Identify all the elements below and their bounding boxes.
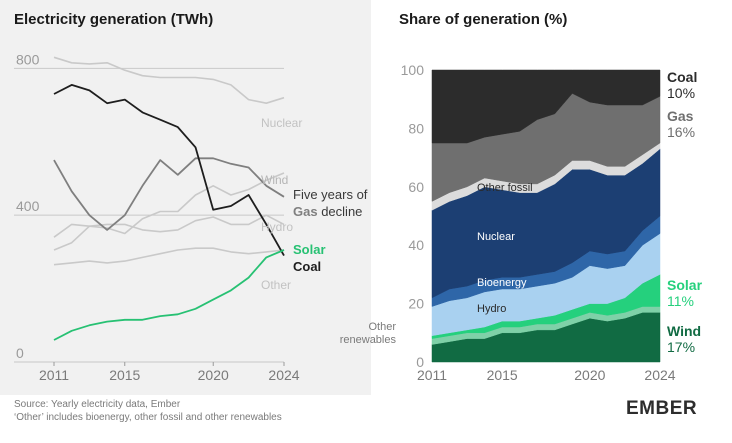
share-y-tick-label: 80 — [408, 120, 424, 136]
coal-share-value: 10% — [667, 85, 695, 101]
ember-logo: EMBER — [626, 398, 697, 420]
hydro-label: Hydro — [261, 220, 293, 234]
coal-share-name: Coal — [667, 69, 697, 85]
x-tick-label: 2020 — [198, 367, 229, 383]
gas-label-bold: Gas — [293, 204, 318, 219]
source-note: Source: Yearly electricity data, Ember — [14, 399, 181, 410]
x-tick-label: 2011 — [39, 367, 69, 383]
share-y-tick-label: 0 — [416, 354, 424, 370]
share-y-tick-label: 20 — [408, 296, 424, 312]
other-definition-note: ‘Other’ includes bioenergy, other fossil… — [14, 412, 282, 423]
line-chart-series — [53, 56, 285, 341]
area-chart-x-ticks: 2011 2015 2020 2024 — [417, 367, 676, 383]
line-chart-gridlines — [14, 67, 284, 363]
wind-label: Wind — [261, 173, 288, 187]
series-line-coal — [53, 84, 285, 257]
gas-label-rest: decline — [321, 204, 362, 219]
line-chart-panel: Electricity generation (TWh) 0 400 800 201… — [0, 0, 371, 395]
series-line-gas — [53, 157, 285, 231]
line-chart-y-ticks: 0 400 800 — [16, 51, 40, 361]
share-y-tick-label: 40 — [408, 237, 424, 253]
area-chart-layers — [431, 69, 661, 363]
area-chart-title: Share of generation (%) — [399, 11, 567, 28]
other-renewables-label-line1: Other — [368, 321, 396, 333]
series-line-solar — [53, 249, 285, 341]
share-x-tick-label: 2015 — [487, 367, 518, 383]
share-y-tick-label: 60 — [408, 179, 424, 195]
share-x-tick-label: 2011 — [417, 367, 447, 383]
y-tick-label: 400 — [16, 198, 40, 214]
share-x-tick-label: 2024 — [644, 367, 675, 383]
other-label: Other — [261, 278, 291, 292]
other-renewables-label-line2: renewables — [340, 334, 397, 346]
bioenergy-area-label: Bioenergy — [477, 277, 527, 289]
gas-share-value: 16% — [667, 124, 695, 140]
x-tick-label: 2015 — [109, 367, 140, 383]
wind-share-value: 17% — [667, 339, 695, 355]
x-tick-label: 2024 — [268, 367, 299, 383]
solar-label: Solar — [293, 242, 326, 257]
footer-notes: Source: Yearly electricity data, Ember ‘… — [14, 398, 282, 424]
solar-share-name: Solar — [667, 277, 703, 293]
series-line-other — [53, 247, 285, 266]
area-chart-y-ticks: 0 20 40 60 80 100 — [401, 62, 425, 370]
hydro-area-label: Hydro — [477, 303, 506, 315]
gas-label-line1: Five years of — [293, 187, 368, 202]
nuclear-label: Nuclear — [261, 116, 302, 130]
solar-share-value: 11% — [667, 293, 694, 309]
other-fossil-label: Other fossil — [477, 182, 533, 194]
share-x-tick-label: 2020 — [574, 367, 605, 383]
gas-share-name: Gas — [667, 108, 694, 124]
line-chart-background — [0, 0, 371, 395]
coal-label: Coal — [293, 259, 321, 274]
series-line-nuclear — [53, 56, 285, 104]
series-line-hydro — [53, 214, 285, 238]
gas-label-line2: Gas decline — [293, 204, 362, 219]
share-y-tick-label: 100 — [401, 62, 425, 78]
area-layer-coal — [431, 69, 661, 144]
nuclear-area-label: Nuclear — [477, 231, 515, 243]
wind-share-name: Wind — [667, 323, 701, 339]
line-chart-title: Electricity generation (TWh) — [14, 11, 213, 28]
ember-logo-text: EMBER — [626, 398, 698, 419]
y-tick-label: 800 — [16, 51, 40, 67]
y-tick-label: 0 — [16, 345, 24, 361]
line-chart-x-ticks: 2011 2015 2020 2024 — [39, 362, 300, 383]
area-chart-panel: Share of generation (%) 0 20 40 60 80 100 201… — [340, 11, 703, 383]
